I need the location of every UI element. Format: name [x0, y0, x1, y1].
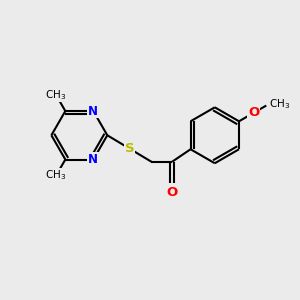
Text: CH$_3$: CH$_3$	[46, 88, 67, 102]
Text: O: O	[167, 186, 178, 199]
Text: N: N	[88, 153, 98, 166]
Text: CH$_3$: CH$_3$	[46, 169, 67, 182]
Text: S: S	[124, 142, 134, 155]
Text: CH$_3$: CH$_3$	[269, 97, 291, 111]
Text: O: O	[248, 106, 259, 119]
Text: N: N	[88, 105, 98, 118]
